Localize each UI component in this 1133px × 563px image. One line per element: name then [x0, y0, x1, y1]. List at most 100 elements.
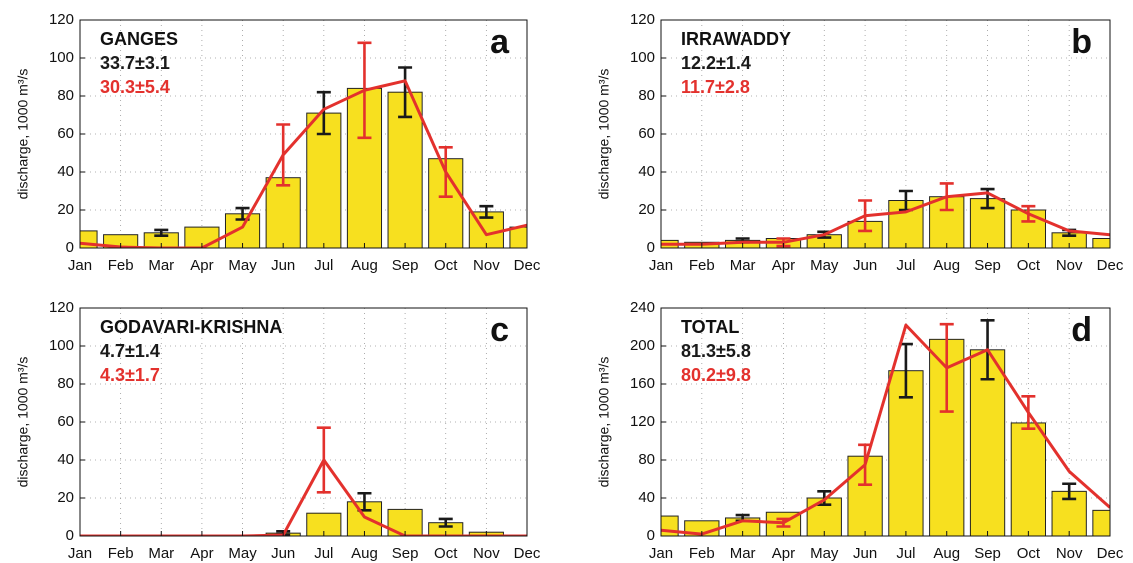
plot-area [661, 20, 1110, 248]
error-bar [438, 517, 453, 528]
annotation: 80.2±9.8 [681, 365, 751, 385]
x-tick-label: Apr [772, 257, 795, 274]
y-tick-label: 60 [57, 413, 74, 430]
y-tick-label: 120 [49, 299, 74, 316]
y-tick-label: 40 [57, 163, 74, 180]
error-bar [276, 123, 291, 187]
x-tick-label: Aug [351, 545, 378, 562]
annotation: 12.2±1.4 [681, 53, 751, 73]
panel-label: a [490, 23, 510, 61]
x-tick-label: Feb [108, 257, 134, 274]
x-tick-label: Mar [148, 545, 174, 562]
y-tick-label: 80 [638, 87, 655, 104]
y-axis-label: discharge, 1000 m³/s [15, 357, 31, 488]
error-bar [776, 517, 791, 528]
x-tick-label: Apr [190, 257, 213, 274]
y-tick-label: 160 [630, 375, 655, 392]
error-bar [939, 322, 954, 413]
error-bar [939, 182, 954, 212]
x-tick-label: Nov [473, 545, 500, 562]
y-tick-label: 80 [57, 375, 74, 392]
x-tick-label: Sep [974, 545, 1001, 562]
x-tick-label: Nov [473, 257, 500, 274]
error-bar [398, 66, 413, 119]
x-tick-label: Oct [1017, 257, 1041, 274]
error-bar [154, 228, 169, 237]
panel: 0 20 40 60 80 100 120 Jan Feb Mar Apr May Jun Jul Aug S… [15, 11, 541, 274]
x-tick-label: Jun [853, 257, 877, 274]
panel-title: GANGES [100, 29, 178, 49]
panel-title: TOTAL [681, 317, 739, 337]
x-tick-label: Oct [1017, 545, 1041, 562]
y-axis-label: discharge, 1000 m³/s [596, 357, 612, 488]
x-tick-label: Sep [974, 257, 1001, 274]
y-axis-label: discharge, 1000 m³/s [596, 69, 612, 200]
annotation: 33.7±3.1 [100, 53, 170, 73]
line [661, 323, 1110, 536]
x-tick-label: Jun [853, 545, 877, 562]
x-tick-label: Oct [434, 257, 458, 274]
x-tick-label: Dec [514, 545, 541, 562]
error-bar [1021, 395, 1036, 430]
y-tick-label: 40 [638, 163, 655, 180]
x-tick-label: May [810, 545, 839, 562]
error-bar [438, 146, 453, 198]
y-tick-label: 80 [638, 451, 655, 468]
y-tick-label: 20 [57, 489, 74, 506]
x-tick-label: Oct [434, 545, 458, 562]
x-tick-label: Jul [314, 545, 333, 562]
y-tick-label: 240 [630, 299, 655, 316]
y-tick-label: 0 [647, 527, 655, 544]
y-tick-label: 60 [638, 125, 655, 142]
line [661, 191, 1110, 246]
plot-area [661, 308, 1110, 536]
annotation: 4.7±1.4 [100, 341, 160, 361]
x-tick-label: Dec [1097, 257, 1124, 274]
x-tick-label: Dec [514, 257, 541, 274]
x-tick-label: Mar [730, 545, 756, 562]
error-bar [357, 41, 372, 140]
bar [806, 497, 842, 536]
x-tick-label: Apr [772, 545, 795, 562]
panel-title: GODAVARI-KRISHNA [100, 317, 282, 337]
panel: 0 20 40 60 80 100 120 Jan Feb Mar Apr May Jun Jul Aug S… [15, 299, 541, 562]
annotation: 30.3±5.4 [100, 77, 170, 97]
x-tick-label: Jan [649, 257, 673, 274]
y-tick-label: 40 [57, 451, 74, 468]
x-tick-label: Jun [271, 257, 295, 274]
y-tick-label: 0 [66, 527, 74, 544]
y-tick-label: 100 [49, 49, 74, 66]
y-tick-label: 20 [57, 201, 74, 218]
error-bar [1062, 482, 1077, 501]
plot-area [80, 20, 527, 248]
x-tick-label: Nov [1056, 257, 1083, 274]
error-bar [316, 90, 331, 136]
panel: 0 40 80 120 160 200 240 Jan Feb Mar Apr May Jun Jul Au… [596, 299, 1124, 562]
y-tick-label: 100 [630, 49, 655, 66]
x-tick-label: Feb [689, 257, 715, 274]
x-tick-label: Aug [933, 545, 960, 562]
y-tick-label: 100 [49, 337, 74, 354]
x-tick-label: Jul [896, 545, 915, 562]
x-tick-label: Sep [392, 257, 419, 274]
x-tick-label: May [228, 545, 257, 562]
y-tick-label: 40 [638, 489, 655, 506]
panel: 0 20 40 60 80 100 120 Jan Feb Mar Apr May Jun Jul Aug S… [596, 11, 1124, 274]
x-tick-label: Aug [933, 257, 960, 274]
x-tick-label: May [810, 257, 839, 274]
line [80, 458, 527, 536]
y-tick-label: 120 [630, 413, 655, 430]
x-tick-label: Dec [1097, 545, 1124, 562]
x-tick-label: May [228, 257, 257, 274]
y-tick-label: 0 [66, 239, 74, 256]
y-tick-label: 120 [49, 11, 74, 28]
error-bar [858, 199, 873, 233]
x-tick-label: Jun [271, 545, 295, 562]
error-bar [316, 426, 331, 494]
panel-label: b [1071, 23, 1092, 61]
y-tick-label: 60 [57, 125, 74, 142]
annotation: 4.3±1.7 [100, 365, 160, 385]
x-tick-label: Jan [68, 257, 92, 274]
error-bar [858, 443, 873, 486]
